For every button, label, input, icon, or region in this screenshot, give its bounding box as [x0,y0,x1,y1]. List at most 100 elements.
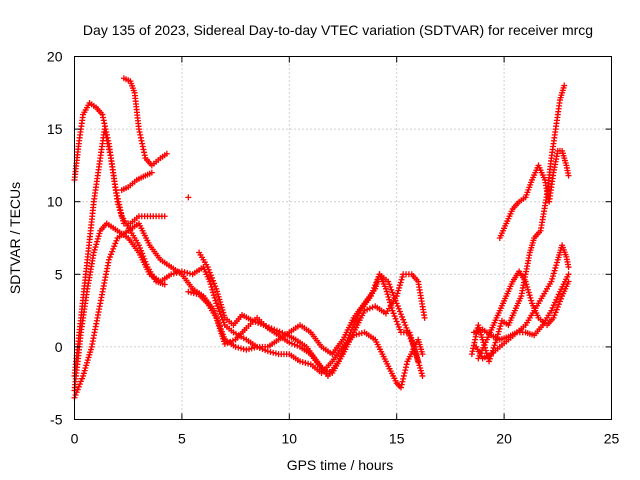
data-point [259,346,266,353]
data-point [523,281,530,288]
data-point [163,150,170,157]
data-point [399,378,406,385]
data-point [550,270,557,277]
data-point [254,343,261,350]
data-point [565,172,572,179]
data-point [297,358,304,365]
data-point [395,305,402,312]
data-point [403,361,410,368]
data-point [206,269,213,276]
data-point [209,286,216,293]
y-tick-label: 5 [55,266,63,282]
data-point [385,278,392,285]
data-point [491,342,498,349]
data-point [524,284,531,291]
data-point [496,325,503,332]
data-point [383,288,390,295]
data-point [276,328,283,335]
data-point [279,329,286,336]
data-point [251,344,258,351]
data-point [273,327,280,334]
data-points [71,75,572,401]
data-point [206,278,213,285]
data-point [554,294,561,301]
data-point [148,169,155,176]
data-point [551,267,558,274]
data-point [142,258,149,265]
data-point [403,364,410,371]
data-point [400,372,407,379]
data-point [77,378,84,385]
data-point [286,339,293,346]
data-point [371,284,378,291]
data-point [113,237,120,244]
grid-lines [74,56,612,420]
data-point [549,273,556,280]
data-point [137,244,144,251]
data-point [288,340,295,347]
data-point [268,325,275,332]
x-tick-label: 10 [282,431,298,447]
data-point [257,321,264,328]
data-point [395,287,402,294]
data-point [190,290,197,297]
y-tick-label: -5 [50,412,63,428]
data-point [374,276,381,283]
data-point [72,391,79,398]
data-point [548,307,555,314]
data-point [398,276,405,283]
data-point [267,348,274,355]
data-point [481,342,488,349]
data-point [170,270,177,277]
data-point [95,233,102,240]
data-point [138,247,145,254]
data-point [390,310,397,317]
x-tick-label: 25 [604,431,620,447]
data-point [185,194,192,201]
x-tick-label: 0 [71,431,79,447]
data-point [526,292,533,299]
data-point [396,282,403,289]
data-point [210,292,217,299]
data-point [394,290,401,297]
data-point [139,250,146,257]
data-point [210,277,217,284]
data-point [406,333,413,340]
series-track-7 [185,271,428,377]
data-point [389,289,396,296]
data-point [215,305,222,312]
data-point [497,323,504,330]
data-point [390,292,397,299]
y-tick-label: 10 [47,194,63,210]
data-point [74,386,81,393]
data-point [94,235,101,242]
data-point [75,383,82,390]
data-point [161,281,168,288]
x-tick-label: 15 [389,431,405,447]
data-point [395,323,402,330]
data-point [398,381,405,388]
data-point [348,326,355,333]
data-point [112,240,119,247]
data-point [212,283,219,290]
data-point [110,245,117,252]
data-point [391,313,398,320]
data-point [91,246,98,253]
data-point [210,289,217,296]
x-axis-label: GPS time / hours [287,457,394,473]
data-point [382,285,389,292]
data-point [213,300,220,307]
series-track-8 [196,249,426,379]
data-point [403,324,410,331]
data-point [372,282,379,289]
data-point [161,213,168,220]
data-point [400,316,407,323]
data-point [524,286,531,293]
data-point [355,310,362,317]
data-point [396,284,403,291]
data-point [419,351,426,358]
data-point [143,261,150,268]
data-point [76,381,83,388]
data-point [90,249,97,256]
data-point [565,264,572,271]
